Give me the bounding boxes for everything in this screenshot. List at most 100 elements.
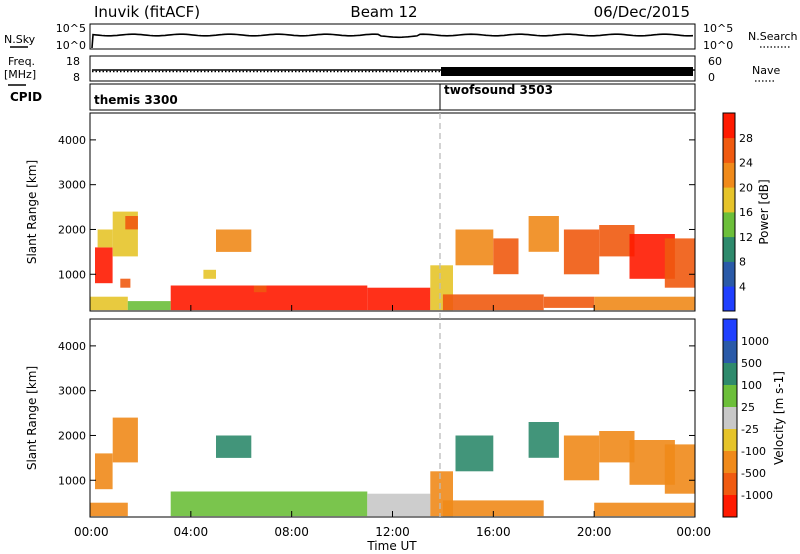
power-colorbar-frame	[722, 112, 736, 312]
velocity-echo-region	[455, 435, 494, 472]
power-colorbar-segment	[723, 261, 735, 287]
velocity-colorbar-tick-label: -25	[741, 423, 759, 436]
power-colorbar: 4 8 12 16 20 24 28	[722, 112, 753, 312]
velocity-colorbar-frame	[722, 318, 738, 518]
power-colorbar-segment	[723, 212, 735, 238]
time-tick-label: 16:00	[476, 525, 511, 539]
cpid-strip: CPID themis 3300 twofsound 3503	[8, 83, 696, 111]
velocity-echo-region	[216, 435, 252, 458]
velocity-echo-region	[367, 493, 431, 517]
time-axis-label: Time UT	[366, 539, 417, 553]
nsky-tick-bottom: 10^0	[56, 39, 86, 52]
time-tick-label: 04:00	[174, 525, 209, 539]
nsky-frame	[89, 23, 696, 50]
velocity-colorbar-segment	[723, 319, 737, 342]
power-echo-region	[563, 229, 600, 275]
velocity-echo-region	[664, 444, 696, 494]
date-title: 06/Dec/2015	[594, 3, 690, 21]
velocity-echo-region	[599, 431, 635, 463]
power-echo-region	[95, 247, 113, 284]
velocity-colorbar-tick-label: -100	[741, 445, 766, 458]
velocity-colorbar-segment	[723, 407, 737, 430]
nsearch-tick-bottom: 10^0	[703, 39, 733, 52]
power-colorbar-segment	[723, 236, 735, 262]
velocity-ylabel: Slant Range [km]	[25, 366, 39, 470]
freq-strip: Freq. [MHz] 18 8 60 0 Nave	[4, 55, 780, 84]
power-colorbar-tick-label: 28	[739, 132, 753, 145]
power-echo-region	[97, 229, 113, 248]
power-colorbar-tick-label: 20	[739, 181, 753, 194]
velocity-colorbar-segment	[723, 495, 737, 518]
power-colorbar-tick-label: 16	[739, 206, 753, 219]
velocity-echo-region	[112, 417, 138, 463]
nave-dense-late	[441, 67, 693, 76]
velocity-colorbar-segment	[723, 341, 737, 364]
cpid-mode-2: twofsound 3503	[444, 83, 553, 97]
power-echo-region	[528, 216, 559, 252]
velocity-colorbar-tick-label: 100	[741, 379, 762, 392]
power-y-tick-label: 3000	[58, 179, 86, 192]
time-tick-label: 00:00	[74, 525, 109, 539]
velocity-colorbar-segment	[723, 363, 737, 386]
nsky-strip: N.Sky 10^5 10^0 10^5 10^0 N.Search	[4, 22, 798, 52]
station-title: Inuvik (fitACF)	[94, 3, 200, 21]
velocity-y-tick-label: 4000	[58, 340, 86, 353]
power-colorbar-segment	[723, 137, 735, 163]
power-y-ticks: 1000 2000 3000 4000	[58, 134, 695, 281]
velocity-colorbar-label: Velocity [m s-1]	[772, 371, 786, 465]
time-axis-ticks: 00:00 04:00 08:00 12:00 16:00 20:00 00:00	[74, 305, 711, 539]
power-colorbar-tick-label: 24	[739, 157, 753, 170]
velocity-echo-region	[563, 435, 600, 481]
freq-frame	[89, 55, 696, 82]
power-echo-region	[253, 285, 267, 293]
velocity-panel: Slant Range [km] 1000 2000 3000 4000 1000 50…	[25, 318, 786, 518]
time-tick-label: 20:00	[577, 525, 612, 539]
power-echo-region	[367, 287, 431, 311]
power-echo-region	[664, 238, 696, 288]
velocity-y-ticks: 1000 2000 3000 4000	[58, 340, 695, 487]
velocity-colorbar-segment	[723, 473, 737, 496]
nave-label: Nave	[752, 64, 780, 77]
power-echo-region	[216, 229, 252, 252]
velocity-colorbar: 1000 500 100 25 -25 -100 -500 -1000	[722, 318, 773, 518]
nsearch-label: N.Search	[748, 30, 798, 43]
freq-tick-bottom: 8	[73, 71, 80, 84]
beam-title: Beam 12	[350, 3, 417, 21]
power-echo-region	[120, 278, 131, 288]
nsky-trace	[91, 33, 694, 49]
velocity-colorbar-segment	[723, 451, 737, 474]
power-colorbar-segment	[723, 113, 735, 139]
power-y-tick-label: 4000	[58, 134, 86, 147]
power-colorbar-segment	[723, 286, 735, 312]
cpid-label: CPID	[10, 90, 42, 104]
velocity-echo-region	[170, 491, 368, 517]
velocity-colorbar-tick-label: -1000	[741, 489, 773, 502]
time-tick-label: 00:00	[676, 525, 711, 539]
power-echo-region	[90, 296, 128, 311]
nave-tick-top: 60	[708, 55, 722, 68]
cpid-frame	[89, 83, 696, 111]
velocity-colorbar-segment	[723, 385, 737, 408]
freq-tick-top: 18	[66, 55, 80, 68]
velocity-y-tick-label: 1000	[58, 474, 86, 487]
power-echo-region	[599, 225, 635, 257]
power-frame	[89, 112, 696, 312]
power-echo-region	[543, 296, 595, 308]
freq-label: Freq.	[8, 55, 35, 68]
velocity-echo-region	[594, 502, 695, 517]
power-y-tick-label: 1000	[58, 268, 86, 281]
power-colorbar-segment	[723, 162, 735, 188]
velocity-colorbar-tick-label: 25	[741, 401, 755, 414]
power-echo-region	[170, 285, 368, 311]
velocity-colorbar-segment	[723, 429, 737, 452]
nsky-tick-top: 10^5	[56, 22, 86, 35]
velocity-echo-region	[528, 422, 559, 458]
nsky-label: N.Sky	[4, 33, 36, 46]
velocity-frame	[89, 318, 696, 518]
power-colorbar-label: Power [dB]	[757, 179, 771, 244]
power-colorbar-segment	[723, 187, 735, 213]
power-ylabel: Slant Range [km]	[25, 160, 39, 264]
power-echo-region	[442, 294, 544, 311]
time-tick-label: 12:00	[375, 525, 410, 539]
